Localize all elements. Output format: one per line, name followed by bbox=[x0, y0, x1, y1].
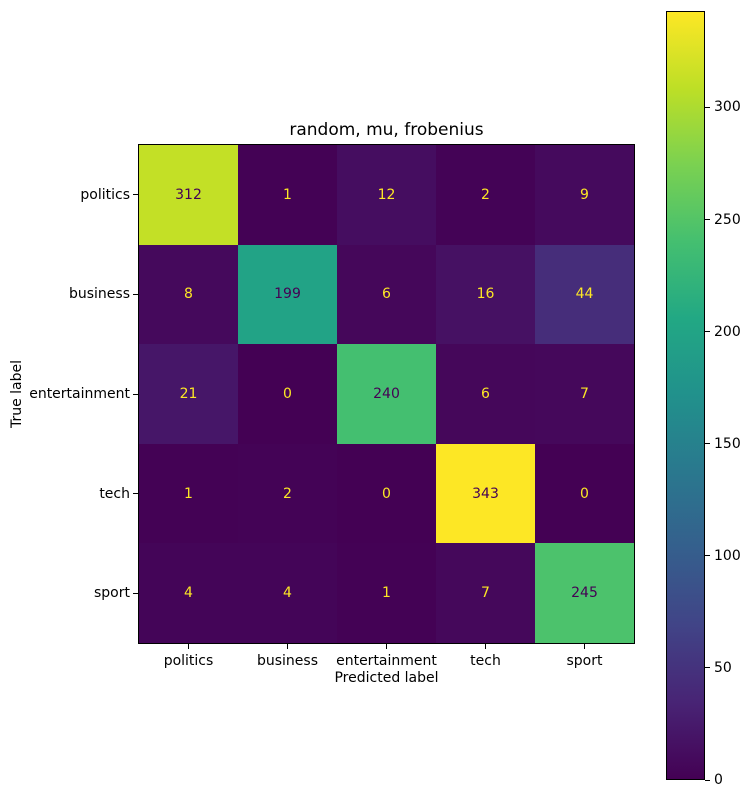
heatmap-cell: 21 bbox=[139, 344, 238, 444]
x-tick-label: business bbox=[256, 653, 319, 669]
heatmap-cell: 7 bbox=[436, 543, 535, 643]
y-tick-mark bbox=[133, 293, 138, 295]
x-tick-label: entertainment bbox=[336, 653, 437, 669]
colorbar-tick-label: 150 bbox=[714, 435, 741, 452]
y-axis-title: True label bbox=[9, 359, 25, 429]
heatmap-cell: 1 bbox=[238, 145, 337, 245]
x-tick-mark bbox=[386, 644, 387, 649]
colorbar-tick-mark bbox=[705, 667, 710, 669]
heatmap-cell: 9 bbox=[535, 145, 634, 245]
colorbar-tick-label: 200 bbox=[714, 323, 741, 340]
heatmap-cell: 1 bbox=[139, 443, 238, 544]
y-tick-label: entertainment bbox=[29, 386, 130, 402]
y-tick-mark bbox=[133, 393, 138, 395]
heatmap-cell: 16 bbox=[436, 244, 535, 345]
x-tick-label: politics bbox=[163, 653, 214, 669]
y-tick-mark bbox=[133, 194, 138, 196]
heatmap-cell: 6 bbox=[337, 244, 436, 345]
x-tick-mark bbox=[287, 644, 288, 649]
colorbar-tick-mark bbox=[705, 555, 710, 557]
colorbar-tick-mark bbox=[705, 219, 710, 220]
y-tick-mark bbox=[133, 493, 138, 495]
x-axis-title: Predicted label bbox=[334, 670, 439, 686]
heatmap-cell: 0 bbox=[535, 443, 634, 544]
heatmap-cell: 0 bbox=[238, 344, 337, 444]
x-tick-label: sport bbox=[566, 653, 603, 669]
y-tick-label: tech bbox=[99, 485, 130, 502]
heatmap-cell: 44 bbox=[535, 244, 634, 345]
heatmap-cell: 2 bbox=[238, 443, 337, 544]
colorbar-tick-mark bbox=[705, 331, 710, 333]
heatmap-cell: 312 bbox=[139, 145, 238, 245]
colorbar-tick-mark bbox=[705, 779, 710, 781]
heatmap-cell: 2 bbox=[436, 145, 535, 245]
x-tick-label: tech bbox=[470, 653, 501, 669]
heatmap-cell: 199 bbox=[238, 244, 337, 345]
colorbar-tick-label: 0 bbox=[714, 772, 723, 788]
heatmap-cell: 0 bbox=[337, 443, 436, 544]
heatmap-cell: 4 bbox=[238, 543, 337, 643]
heatmap-cell: 245 bbox=[535, 543, 634, 643]
y-tick-mark bbox=[133, 592, 138, 594]
heatmap-cell: 4 bbox=[139, 543, 238, 643]
heatmap-cell: 12 bbox=[337, 145, 436, 245]
x-tick-mark bbox=[485, 644, 486, 649]
heatmap-plot-area: 312 1 12 2 9 8 199 6 16 44 21 0 240 6 7 1 2 0 343 0 4 4 1 7 245 bbox=[138, 144, 635, 644]
heatmap-cell: 240 bbox=[337, 344, 436, 444]
colorbar-tick-label: 250 bbox=[714, 211, 741, 228]
y-tick-label: business bbox=[68, 286, 130, 303]
colorbar-tick-label: 100 bbox=[714, 547, 741, 564]
x-tick-mark bbox=[188, 644, 189, 649]
colorbar bbox=[666, 11, 705, 780]
x-tick-mark bbox=[584, 644, 585, 649]
heatmap-cell: 6 bbox=[436, 344, 535, 444]
y-tick-label: sport bbox=[94, 585, 130, 602]
heatmap-cell: 1 bbox=[337, 543, 436, 643]
heatmap-cell: 7 bbox=[535, 344, 634, 444]
heatmap-cell: 8 bbox=[139, 244, 238, 345]
colorbar-tick-mark bbox=[705, 443, 710, 445]
colorbar-tick-label: 50 bbox=[714, 659, 732, 676]
chart-title: random, mu, frobenius bbox=[289, 120, 484, 140]
colorbar-tick-label: 300 bbox=[714, 99, 741, 116]
heatmap-cell: 343 bbox=[436, 443, 535, 544]
colorbar-tick-mark bbox=[705, 106, 710, 108]
y-tick-label: politics bbox=[80, 186, 130, 203]
